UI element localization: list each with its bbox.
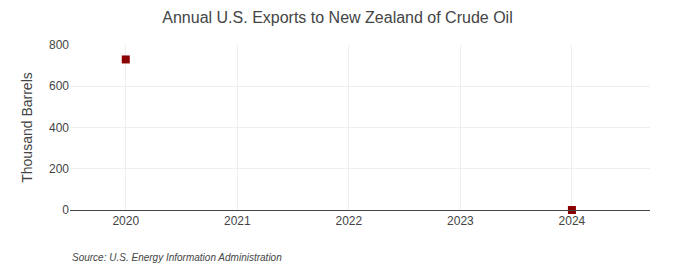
svg-text:0: 0 [62,203,69,217]
svg-text:Thousand Barrels: Thousand Barrels [19,72,35,183]
svg-text:200: 200 [49,162,69,176]
svg-text:Annual U.S. Exports to New Zea: Annual U.S. Exports to New Zealand of Cr… [162,9,512,26]
svg-text:600: 600 [49,79,69,93]
svg-text:2023: 2023 [447,214,474,228]
svg-text:800: 800 [49,38,69,52]
svg-text:2021: 2021 [224,214,251,228]
svg-text:2022: 2022 [335,214,362,228]
svg-text:Source: U.S. Energy Informatio: Source: U.S. Energy Information Administ… [72,252,282,263]
svg-text:2024: 2024 [559,214,586,228]
svg-text:400: 400 [49,121,69,135]
svg-text:2020: 2020 [112,214,139,228]
